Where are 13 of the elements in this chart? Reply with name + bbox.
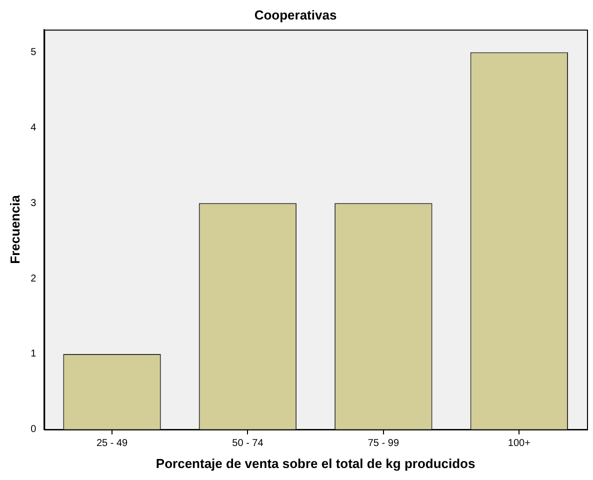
y-tick-label: 2 (30, 273, 37, 284)
y-tick-label: 5 (30, 46, 37, 58)
x-tick-label: 75 - 99 (368, 438, 400, 450)
y-tick-label: 0 (30, 424, 37, 436)
x-tick-label: 25 - 49 (96, 438, 128, 450)
chart-title: Cooperativas (254, 7, 337, 22)
y-tick-label: 3 (30, 198, 37, 209)
x-tick-label: 50 - 74 (232, 438, 264, 450)
x-tick-label: 100+ (508, 438, 531, 450)
y-tick-label: 4 (30, 122, 37, 134)
y-axis-title: Frecuencia (7, 194, 22, 264)
x-axis-title: Porcentaje de venta sobre el total de kg producidos (156, 456, 476, 471)
y-tick-label: 1 (30, 348, 37, 360)
